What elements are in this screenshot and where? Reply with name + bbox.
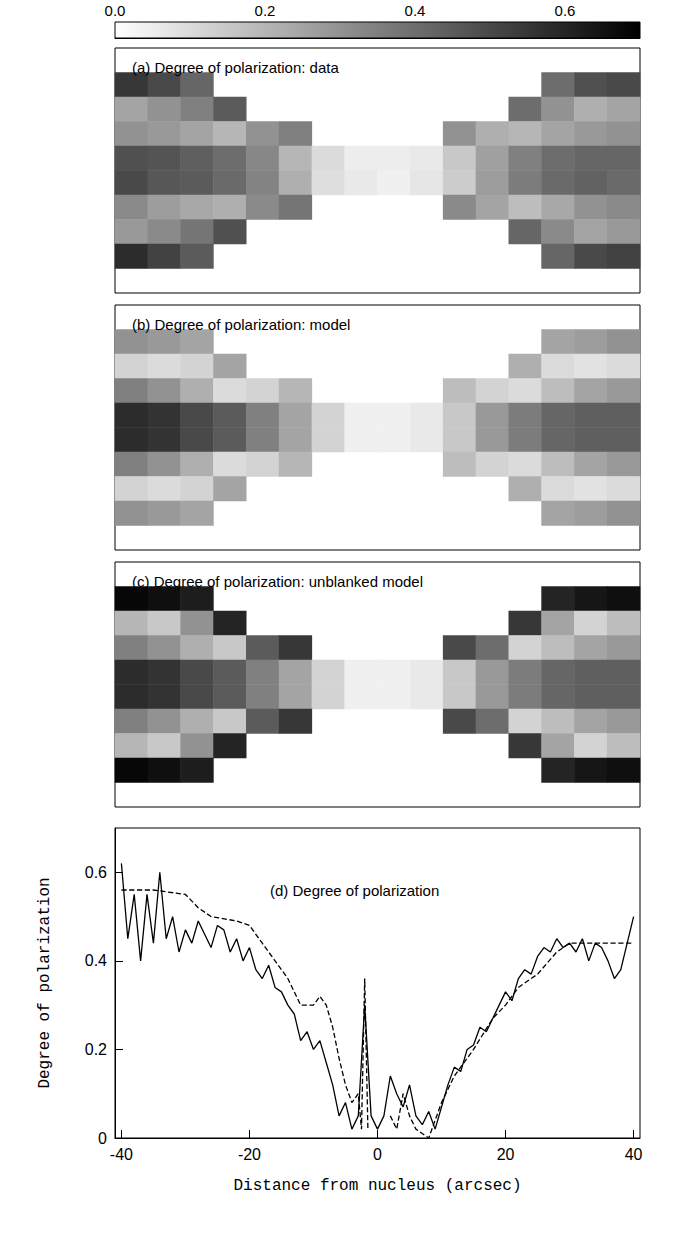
- svg-text:0.4: 0.4: [85, 952, 107, 969]
- svg-text:0.0: 0.0: [105, 2, 126, 19]
- svg-text:0.2: 0.2: [255, 2, 276, 19]
- svg-text:0.6: 0.6: [555, 2, 576, 19]
- svg-text:Distance from nucleus (arcsec): Distance from nucleus (arcsec): [233, 1177, 521, 1195]
- svg-text:-20: -20: [238, 1146, 261, 1163]
- svg-text:(d) Degree of polarization: (d) Degree of polarization: [270, 882, 439, 899]
- svg-text:Degree of polarization: Degree of polarization: [36, 877, 54, 1088]
- svg-text:0.2: 0.2: [85, 1041, 107, 1058]
- svg-text:40: 40: [625, 1146, 643, 1163]
- svg-text:0: 0: [98, 1130, 107, 1147]
- svg-text:(a) Degree of polarization: da: (a) Degree of polarization: data: [132, 59, 339, 76]
- svg-text:0.4: 0.4: [405, 2, 426, 19]
- svg-text:0.6: 0.6: [85, 864, 107, 881]
- svg-text:20: 20: [497, 1146, 515, 1163]
- svg-text:(c) Degree of polarization: un: (c) Degree of polarization: unblanked mo…: [132, 573, 423, 590]
- svg-text:-40: -40: [110, 1146, 133, 1163]
- svg-text:(b) Degree of polarization: mo: (b) Degree of polarization: model: [132, 316, 350, 333]
- svg-text:0: 0: [373, 1146, 382, 1163]
